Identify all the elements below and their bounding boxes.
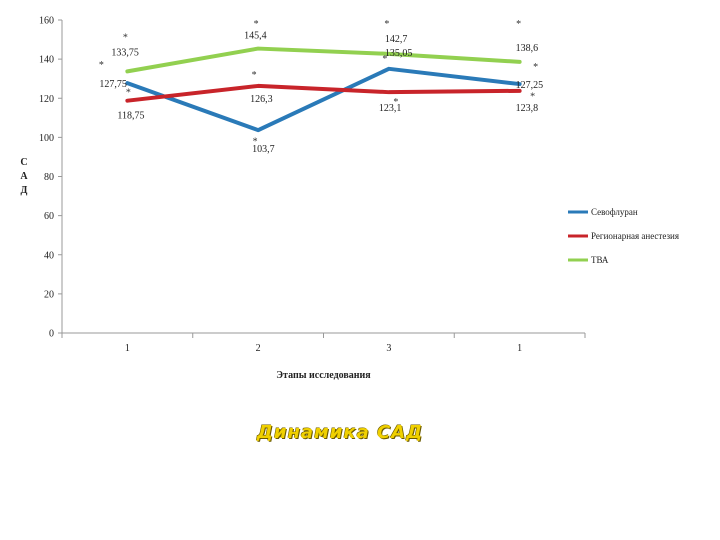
- legend-label-3: ТВА: [591, 255, 609, 265]
- significance-asterisk: *: [393, 97, 398, 108]
- y-tick-label: 40: [44, 250, 54, 261]
- y-tick-label: 80: [44, 172, 54, 183]
- data-label: 127,75: [99, 79, 127, 90]
- data-label: 103,7: [252, 144, 275, 155]
- significance-asterisk: *: [99, 60, 104, 71]
- y-axis-title-letter: С: [20, 157, 27, 168]
- significance-asterisk: *: [252, 70, 257, 81]
- significance-asterisk: *: [530, 91, 535, 102]
- y-tick-label: 120: [39, 94, 54, 105]
- x-tick-label: 1: [125, 343, 130, 354]
- series-line-2: [125, 83, 522, 103]
- x-axis-title: Этапы исследования: [276, 370, 371, 381]
- significance-asterisk: *: [126, 87, 131, 98]
- significance-asterisk: *: [516, 19, 521, 30]
- legend-label-2: Регионарная анестезия: [591, 231, 679, 241]
- data-label: 123,1: [379, 103, 402, 114]
- data-label: 142,7: [385, 34, 408, 45]
- significance-asterisk: *: [384, 19, 389, 30]
- legend-label-1: Севофлуран: [591, 207, 638, 217]
- data-label: 138,6: [516, 43, 539, 54]
- series-line-1: [125, 66, 522, 133]
- significance-asterisk: *: [382, 54, 387, 65]
- data-label: 118,75: [117, 111, 144, 122]
- y-tick-label: 160: [39, 16, 54, 27]
- significance-asterisk: *: [254, 19, 259, 30]
- significance-asterisk: *: [253, 136, 258, 147]
- y-tick-label: 60: [44, 211, 54, 222]
- series-line-3: [125, 46, 522, 74]
- y-tick-label: 20: [44, 289, 54, 300]
- significance-asterisk: *: [123, 33, 128, 44]
- data-label: 123,8: [516, 103, 539, 114]
- data-label: 127,25: [516, 80, 544, 91]
- data-label: 135,05: [385, 48, 413, 59]
- x-tick-label: 3: [386, 343, 391, 354]
- data-label: 126,3: [250, 94, 273, 105]
- y-tick-label: 0: [49, 329, 54, 340]
- x-tick-label: 2: [256, 343, 261, 354]
- y-tick-label: 140: [39, 55, 54, 66]
- data-label: 145,4: [244, 31, 267, 42]
- x-tick-label: 1: [517, 343, 522, 354]
- slide-caption: Динамика САД: [256, 422, 424, 443]
- y-tick-label: 100: [39, 133, 54, 144]
- data-label: 133,75: [111, 47, 139, 58]
- significance-asterisk: *: [533, 62, 538, 73]
- y-axis-title-letter: Д: [21, 185, 28, 196]
- y-axis-title-letter: А: [20, 171, 28, 182]
